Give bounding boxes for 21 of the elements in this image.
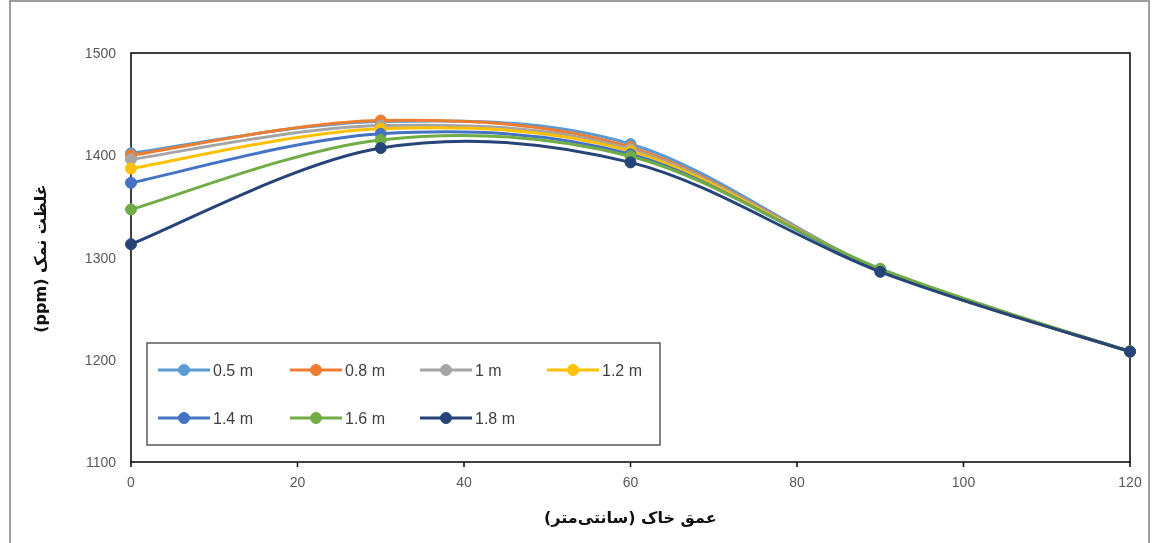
- y-tick-label: 1100: [85, 454, 117, 470]
- x-tick-label: 60: [622, 474, 639, 490]
- y-tick-label: 1200: [84, 351, 117, 368]
- legend-label: 1.6 m: [345, 410, 386, 427]
- x-tick-label: 40: [456, 474, 472, 490]
- x-tick-label: 20: [289, 474, 306, 490]
- x-tick-label: 0: [127, 474, 136, 490]
- legend-label: 1 m: [475, 362, 502, 379]
- legend-label: 1.4 m: [213, 410, 254, 427]
- y-tick-label: 1400: [84, 147, 117, 164]
- x-tick-label: 100: [951, 474, 976, 490]
- legend-label: 1.2 m: [602, 362, 643, 379]
- x-tick-label: 80: [789, 474, 805, 490]
- legend-label: 0.5 m: [213, 362, 254, 379]
- legend-label: 1.8 m: [475, 410, 516, 427]
- x-axis-title: عمق خاک (سانتی‌متر): [544, 508, 717, 527]
- y-axis-title: غلظت نمک (ppm): [30, 183, 50, 333]
- legend-label: 0.8 m: [345, 362, 386, 379]
- x-tick-label: 120: [1118, 474, 1142, 490]
- y-tick-label: 1500: [84, 45, 117, 61]
- y-tick-label: 1300: [84, 249, 117, 266]
